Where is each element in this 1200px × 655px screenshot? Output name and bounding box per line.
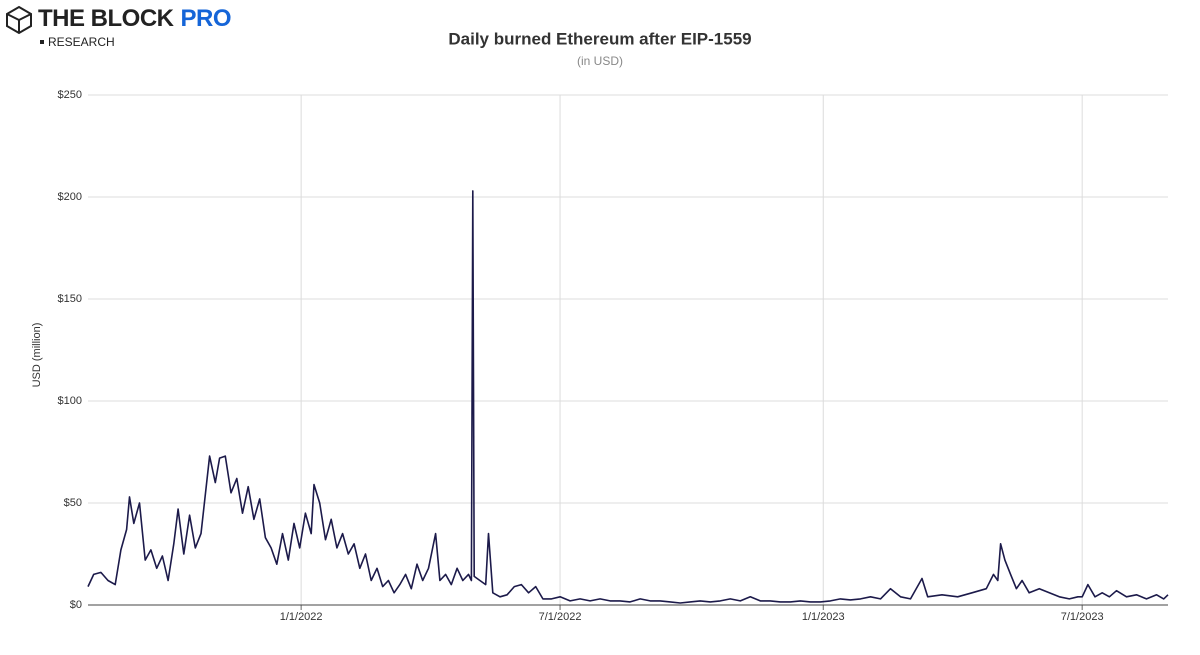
y-tick-label: $150 [58,293,82,305]
logo-badge: PRO [181,5,232,32]
logo-icon [6,5,32,35]
y-tick-label: $100 [58,395,82,407]
y-axis-label: USD (million) [31,323,43,388]
logo-name: THE BLOCK [38,5,175,32]
data-line [87,190,1169,604]
x-tick-label: 7/1/2022 [539,611,582,623]
y-tick-label: $0 [70,599,82,611]
y-tick-label: $250 [58,89,82,101]
logo: THE BLOCK PRO RESEARCH [6,5,232,49]
x-tick-label: 1/1/2023 [802,611,845,623]
logo-bullet [40,40,44,44]
x-tick-label: 1/1/2022 [280,611,323,623]
y-tick-label: $50 [64,497,82,509]
y-tick-label: $200 [58,191,82,203]
chart-subtitle: (in USD) [577,54,623,68]
x-tick-label: 7/1/2023 [1061,611,1104,623]
logo-tagline: RESEARCH [48,35,115,49]
chart-title: Daily burned Ethereum after EIP-1559 [448,29,751,48]
